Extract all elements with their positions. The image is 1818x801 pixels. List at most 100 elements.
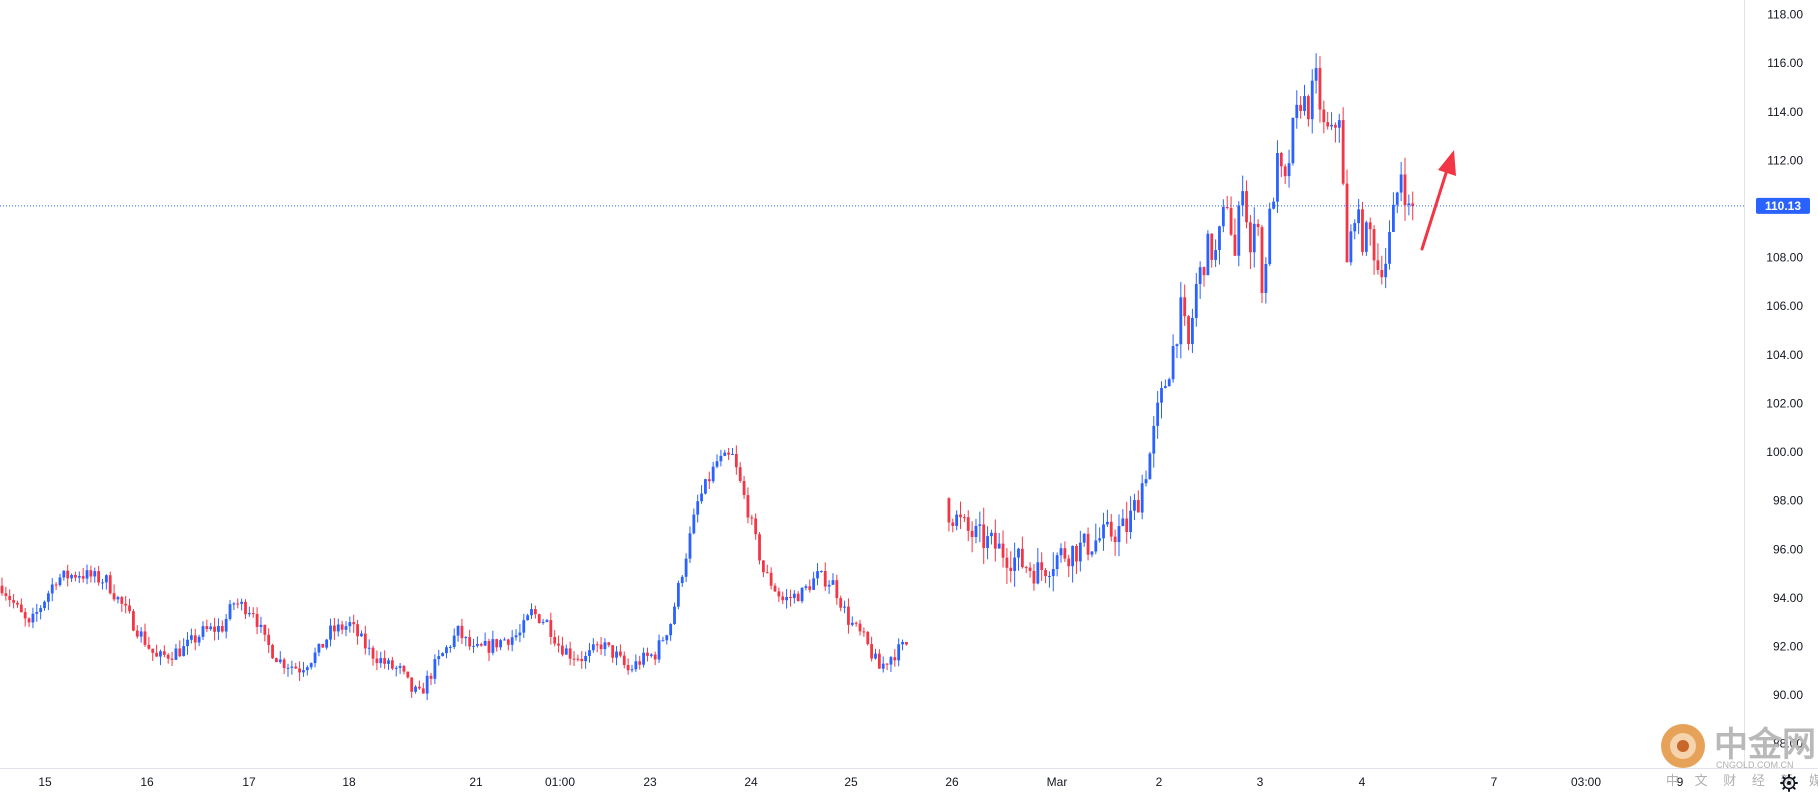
candle-down [742, 480, 746, 496]
candle-down [132, 611, 135, 631]
candle-down [1028, 567, 1032, 571]
candle-down [267, 634, 271, 645]
candle-down [244, 601, 247, 615]
candle-down [352, 622, 356, 625]
candle-down [294, 666, 298, 669]
candle-up [278, 659, 282, 663]
candle-up [715, 461, 719, 467]
x-tick-label: 24 [744, 775, 758, 789]
price-axis[interactable]: 88.00 90.00 92.00 94.00 96.00 98.00 100.00 102.… [1766, 8, 1803, 751]
x-tick-label: 03:00 [1571, 775, 1601, 789]
candle-down [1125, 518, 1129, 532]
candle-up [1291, 117, 1295, 164]
arrow-shaft [1420, 168, 1449, 251]
candle-up [437, 656, 441, 660]
watermark-tagline: 中 文 财 经 新 媒 体 [1666, 773, 1818, 788]
candle-down [1032, 570, 1036, 584]
candle-up [344, 626, 348, 630]
candle-up [1071, 545, 1075, 567]
candle-down [12, 600, 15, 603]
candle-down [506, 639, 510, 645]
candle-up [1082, 533, 1086, 543]
candle-down [66, 570, 70, 579]
candle-down [966, 517, 970, 531]
candle-up [259, 624, 263, 627]
candle-down [4, 593, 8, 596]
candle-up [1055, 555, 1059, 570]
arrow-head [1438, 150, 1456, 176]
candle-up [62, 570, 66, 578]
candle-up [336, 624, 340, 632]
candle-down [147, 644, 151, 649]
candle-up [986, 536, 989, 549]
candle-down [653, 654, 657, 660]
candle-up [394, 667, 398, 669]
candle-up [1121, 518, 1125, 527]
x-tick-label: 01:00 [545, 775, 575, 789]
candle-down [1063, 548, 1067, 559]
candle-up [1090, 551, 1094, 555]
candle-down [823, 571, 827, 587]
candle-down [847, 606, 850, 625]
candle-up [159, 651, 162, 657]
candle-up [1295, 104, 1299, 118]
candle-down [870, 644, 874, 659]
candle-up [974, 525, 978, 538]
candle-up [1129, 510, 1132, 532]
gear-icon[interactable] [1780, 774, 1798, 792]
candle-down [537, 614, 541, 623]
candle-down [866, 631, 870, 645]
candle-down [23, 612, 27, 619]
candle-down [166, 654, 170, 659]
candle-down [468, 637, 472, 647]
trend-arrow [1420, 150, 1456, 251]
candle-down [282, 659, 286, 669]
candle-down [796, 593, 800, 602]
candle-down [1279, 152, 1283, 167]
candle-down [557, 643, 560, 646]
candle-up [800, 587, 804, 602]
candle-up [518, 632, 522, 636]
y-tick-label: 104.00 [1766, 348, 1803, 362]
candle-up [1221, 207, 1225, 227]
candle-down [707, 479, 711, 482]
candle-up [514, 635, 518, 638]
candle-up [1314, 68, 1318, 81]
candle-up [1078, 542, 1082, 562]
candle-up [881, 663, 885, 669]
y-tick-label: 100.00 [1766, 445, 1803, 459]
candle-up [186, 639, 189, 647]
candle-up [290, 666, 294, 668]
candle-down [418, 686, 421, 689]
candle-up [70, 574, 73, 579]
candle-up [1399, 174, 1403, 193]
candle-up [1051, 569, 1055, 577]
candle-up [692, 514, 696, 534]
candle-up [1036, 562, 1040, 584]
candle-up [1392, 204, 1395, 232]
candle-down [762, 560, 765, 573]
candle-up [843, 606, 846, 608]
candle-down [1341, 120, 1345, 184]
candle-up [819, 571, 823, 573]
candle-down [220, 626, 224, 632]
candle-down [170, 658, 174, 660]
candle-up [889, 657, 893, 665]
candle-up [1133, 500, 1136, 511]
candle-up [189, 635, 193, 640]
candle-up [77, 576, 81, 578]
candle-up [1117, 526, 1121, 543]
candle-up [85, 570, 89, 579]
candle-up [93, 571, 97, 577]
candle-down [1210, 233, 1214, 260]
y-tick-label: 98.00 [1773, 494, 1803, 508]
candle-down [8, 595, 12, 601]
candle-up [425, 675, 429, 694]
candle-up [58, 577, 62, 586]
candle-down [19, 604, 23, 613]
candle-up [302, 670, 305, 673]
x-tick-label: 16 [140, 775, 154, 789]
candle-down [135, 630, 139, 637]
candle-down [970, 530, 974, 538]
time-axis[interactable]: 15 16 17 18 21 01:00 23 24 25 26 Mar 2 3 4 7 03:00 9 [38, 775, 1683, 789]
